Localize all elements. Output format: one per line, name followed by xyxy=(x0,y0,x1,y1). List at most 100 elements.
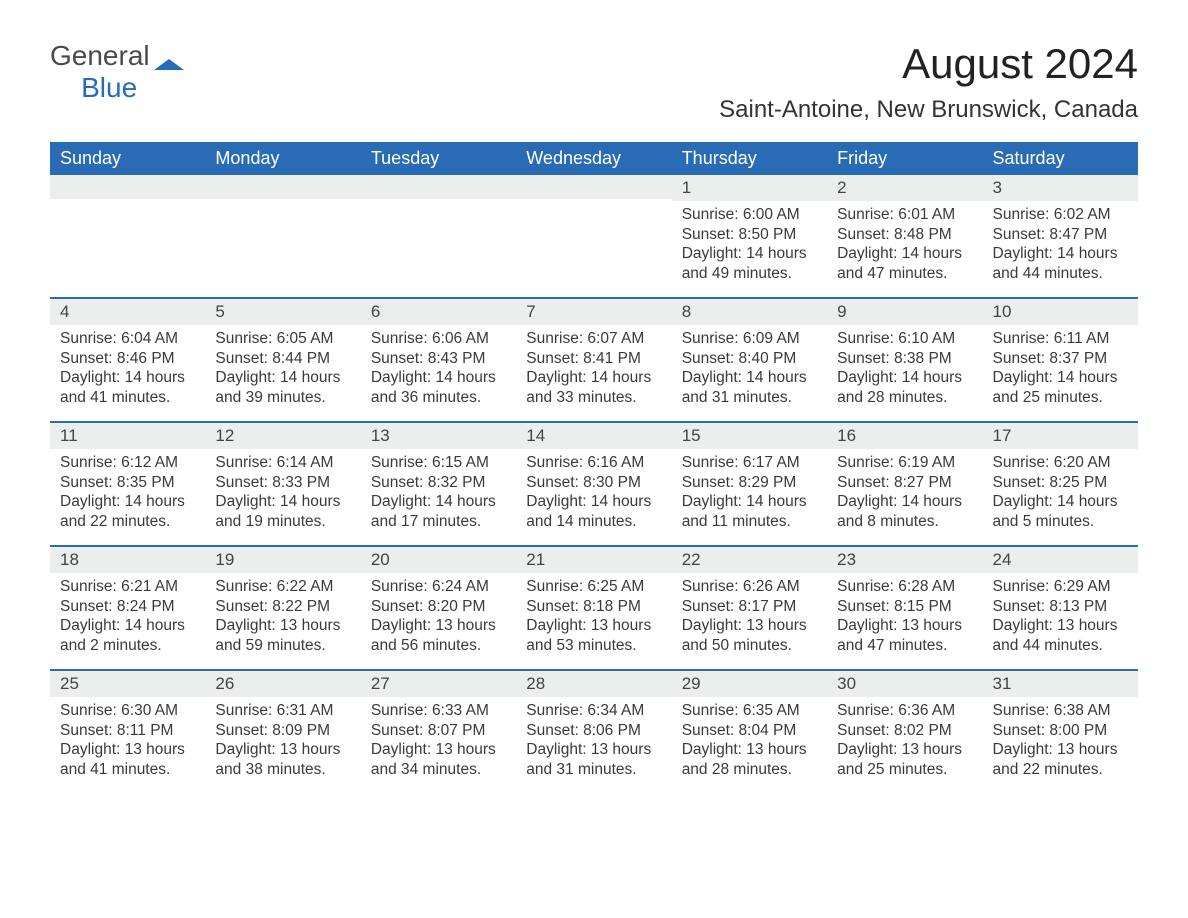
day-details: Sunrise: 6:07 AMSunset: 8:41 PMDaylight:… xyxy=(516,325,671,416)
calendar-cell: 5Sunrise: 6:05 AMSunset: 8:44 PMDaylight… xyxy=(205,299,360,421)
calendar-cell: 30Sunrise: 6:36 AMSunset: 8:02 PMDayligh… xyxy=(827,671,982,793)
daylight-line: Daylight: 14 hours and 28 minutes. xyxy=(837,368,972,408)
day-number: 26 xyxy=(205,671,360,697)
calendar-cell: 22Sunrise: 6:26 AMSunset: 8:17 PMDayligh… xyxy=(672,547,827,669)
day-details: Sunrise: 6:15 AMSunset: 8:32 PMDaylight:… xyxy=(361,449,516,540)
calendar: Sunday Monday Tuesday Wednesday Thursday… xyxy=(50,142,1138,793)
sunrise-line: Sunrise: 6:06 AM xyxy=(371,329,506,349)
sunrise-line: Sunrise: 6:26 AM xyxy=(682,577,817,597)
daylight-line: Daylight: 14 hours and 49 minutes. xyxy=(682,244,817,284)
daylight-line: Daylight: 14 hours and 47 minutes. xyxy=(837,244,972,284)
sunrise-line: Sunrise: 6:19 AM xyxy=(837,453,972,473)
calendar-cell: 4Sunrise: 6:04 AMSunset: 8:46 PMDaylight… xyxy=(50,299,205,421)
calendar-cell: 19Sunrise: 6:22 AMSunset: 8:22 PMDayligh… xyxy=(205,547,360,669)
daylight-line: Daylight: 14 hours and 22 minutes. xyxy=(60,492,195,532)
sunrise-line: Sunrise: 6:35 AM xyxy=(682,701,817,721)
calendar-cell: 31Sunrise: 6:38 AMSunset: 8:00 PMDayligh… xyxy=(983,671,1138,793)
daylight-line: Daylight: 14 hours and 33 minutes. xyxy=(526,368,661,408)
day-number xyxy=(361,175,516,199)
sunset-line: Sunset: 8:37 PM xyxy=(993,349,1128,369)
calendar-cell: 11Sunrise: 6:12 AMSunset: 8:35 PMDayligh… xyxy=(50,423,205,545)
day-details: Sunrise: 6:24 AMSunset: 8:20 PMDaylight:… xyxy=(361,573,516,664)
sunrise-line: Sunrise: 6:38 AM xyxy=(993,701,1128,721)
calendar-cell: 26Sunrise: 6:31 AMSunset: 8:09 PMDayligh… xyxy=(205,671,360,793)
sunrise-line: Sunrise: 6:09 AM xyxy=(682,329,817,349)
calendar-cell: 2Sunrise: 6:01 AMSunset: 8:48 PMDaylight… xyxy=(827,175,982,297)
day-header-sun: Sunday xyxy=(50,142,205,175)
day-details: Sunrise: 6:25 AMSunset: 8:18 PMDaylight:… xyxy=(516,573,671,664)
sunrise-line: Sunrise: 6:02 AM xyxy=(993,205,1128,225)
sunrise-line: Sunrise: 6:29 AM xyxy=(993,577,1128,597)
day-number: 3 xyxy=(983,175,1138,201)
sunset-line: Sunset: 8:38 PM xyxy=(837,349,972,369)
daylight-line: Daylight: 14 hours and 31 minutes. xyxy=(682,368,817,408)
day-number: 4 xyxy=(50,299,205,325)
day-details: Sunrise: 6:02 AMSunset: 8:47 PMDaylight:… xyxy=(983,201,1138,292)
day-details: Sunrise: 6:29 AMSunset: 8:13 PMDaylight:… xyxy=(983,573,1138,664)
calendar-cell: 8Sunrise: 6:09 AMSunset: 8:40 PMDaylight… xyxy=(672,299,827,421)
calendar-cell: 17Sunrise: 6:20 AMSunset: 8:25 PMDayligh… xyxy=(983,423,1138,545)
calendar-cell: 12Sunrise: 6:14 AMSunset: 8:33 PMDayligh… xyxy=(205,423,360,545)
calendar-week: 11Sunrise: 6:12 AMSunset: 8:35 PMDayligh… xyxy=(50,421,1138,545)
day-number: 23 xyxy=(827,547,982,573)
sunrise-line: Sunrise: 6:30 AM xyxy=(60,701,195,721)
day-number: 24 xyxy=(983,547,1138,573)
daylight-line: Daylight: 13 hours and 50 minutes. xyxy=(682,616,817,656)
sunrise-line: Sunrise: 6:36 AM xyxy=(837,701,972,721)
day-details: Sunrise: 6:16 AMSunset: 8:30 PMDaylight:… xyxy=(516,449,671,540)
day-details: Sunrise: 6:36 AMSunset: 8:02 PMDaylight:… xyxy=(827,697,982,788)
day-number: 12 xyxy=(205,423,360,449)
sunset-line: Sunset: 8:25 PM xyxy=(993,473,1128,493)
day-header-row: Sunday Monday Tuesday Wednesday Thursday… xyxy=(50,142,1138,175)
daylight-line: Daylight: 14 hours and 11 minutes. xyxy=(682,492,817,532)
day-details: Sunrise: 6:21 AMSunset: 8:24 PMDaylight:… xyxy=(50,573,205,664)
sunset-line: Sunset: 8:48 PM xyxy=(837,225,972,245)
day-header-thu: Thursday xyxy=(672,142,827,175)
day-number: 19 xyxy=(205,547,360,573)
daylight-line: Daylight: 13 hours and 41 minutes. xyxy=(60,740,195,780)
day-details: Sunrise: 6:14 AMSunset: 8:33 PMDaylight:… xyxy=(205,449,360,540)
sunset-line: Sunset: 8:35 PM xyxy=(60,473,195,493)
daylight-line: Daylight: 14 hours and 5 minutes. xyxy=(993,492,1128,532)
sunrise-line: Sunrise: 6:28 AM xyxy=(837,577,972,597)
day-details: Sunrise: 6:20 AMSunset: 8:25 PMDaylight:… xyxy=(983,449,1138,540)
sunrise-line: Sunrise: 6:11 AM xyxy=(993,329,1128,349)
daylight-line: Daylight: 13 hours and 31 minutes. xyxy=(526,740,661,780)
sunset-line: Sunset: 8:00 PM xyxy=(993,721,1128,741)
sunrise-line: Sunrise: 6:20 AM xyxy=(993,453,1128,473)
logo-text-general: General xyxy=(50,40,150,71)
day-number: 11 xyxy=(50,423,205,449)
day-details: Sunrise: 6:34 AMSunset: 8:06 PMDaylight:… xyxy=(516,697,671,788)
sunset-line: Sunset: 8:32 PM xyxy=(371,473,506,493)
calendar-cell: 13Sunrise: 6:15 AMSunset: 8:32 PMDayligh… xyxy=(361,423,516,545)
logo: General Blue xyxy=(50,40,184,104)
sunset-line: Sunset: 8:41 PM xyxy=(526,349,661,369)
sunset-line: Sunset: 8:27 PM xyxy=(837,473,972,493)
sunset-line: Sunset: 8:02 PM xyxy=(837,721,972,741)
calendar-cell: 27Sunrise: 6:33 AMSunset: 8:07 PMDayligh… xyxy=(361,671,516,793)
day-number: 2 xyxy=(827,175,982,201)
sunrise-line: Sunrise: 6:15 AM xyxy=(371,453,506,473)
sunset-line: Sunset: 8:15 PM xyxy=(837,597,972,617)
day-number: 25 xyxy=(50,671,205,697)
day-details: Sunrise: 6:05 AMSunset: 8:44 PMDaylight:… xyxy=(205,325,360,416)
daylight-line: Daylight: 13 hours and 53 minutes. xyxy=(526,616,661,656)
day-number: 13 xyxy=(361,423,516,449)
calendar-cell xyxy=(361,175,516,297)
day-details: Sunrise: 6:30 AMSunset: 8:11 PMDaylight:… xyxy=(50,697,205,788)
calendar-cell: 24Sunrise: 6:29 AMSunset: 8:13 PMDayligh… xyxy=(983,547,1138,669)
logo-text: General Blue xyxy=(50,40,150,104)
sunrise-line: Sunrise: 6:10 AM xyxy=(837,329,972,349)
day-header-tue: Tuesday xyxy=(361,142,516,175)
sunrise-line: Sunrise: 6:16 AM xyxy=(526,453,661,473)
day-header-wed: Wednesday xyxy=(516,142,671,175)
calendar-cell: 9Sunrise: 6:10 AMSunset: 8:38 PMDaylight… xyxy=(827,299,982,421)
calendar-cell: 7Sunrise: 6:07 AMSunset: 8:41 PMDaylight… xyxy=(516,299,671,421)
day-header-fri: Friday xyxy=(827,142,982,175)
daylight-line: Daylight: 13 hours and 38 minutes. xyxy=(215,740,350,780)
day-number: 28 xyxy=(516,671,671,697)
calendar-cell: 6Sunrise: 6:06 AMSunset: 8:43 PMDaylight… xyxy=(361,299,516,421)
sunset-line: Sunset: 8:46 PM xyxy=(60,349,195,369)
day-details: Sunrise: 6:00 AMSunset: 8:50 PMDaylight:… xyxy=(672,201,827,292)
calendar-cell: 16Sunrise: 6:19 AMSunset: 8:27 PMDayligh… xyxy=(827,423,982,545)
